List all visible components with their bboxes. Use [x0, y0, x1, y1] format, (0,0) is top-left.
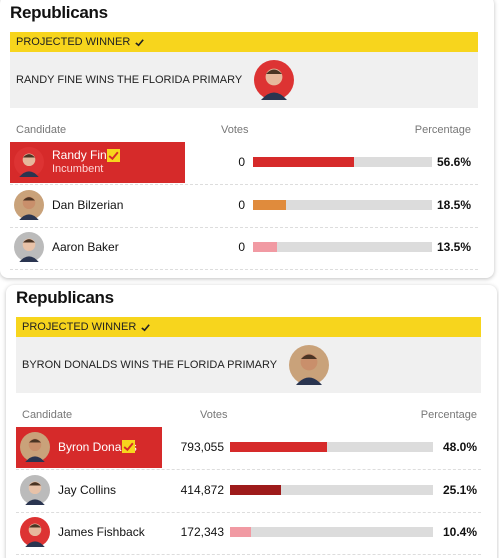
headline: BYRON DONALDS WINS THE FLORIDA PRIMARY [22, 359, 278, 371]
card-title: Republicans [10, 3, 108, 22]
percentage-label: 13.5% [436, 240, 471, 254]
headline-box: RANDY FINE WINS THE FLORIDA PRIMARY [10, 52, 478, 108]
votes: 0 [238, 240, 245, 254]
votes: 0 [238, 197, 245, 212]
bar-track [253, 242, 432, 252]
row-separator [16, 469, 481, 470]
votes: 0 [238, 155, 245, 169]
candidate-name: James Fishback [58, 525, 145, 539]
column-header: Candidate [22, 409, 73, 421]
avatar [20, 474, 50, 505]
result-card: Republicans PROJECTED WINNER RANDY FINE WI… [0, 0, 494, 278]
avatar [14, 189, 44, 220]
bar-track [253, 199, 432, 210]
candidate-name: Byron Donalds [58, 440, 137, 454]
row-separator [10, 184, 478, 185]
percentage-bar [253, 157, 355, 167]
column-header: Candidate [16, 124, 67, 136]
percentage-label: 10.4% [442, 525, 477, 539]
result-card: Republicans PROJECTED WINNER BYRON DONALDS… [6, 285, 497, 558]
check-icon [141, 323, 151, 331]
avatar [289, 345, 330, 385]
winner-check [122, 440, 135, 453]
percentage-bar [253, 242, 278, 252]
votes: 172,343 [180, 525, 224, 539]
bar-track [253, 157, 432, 167]
winner-label: PROJECTED WINNER [22, 321, 137, 333]
winner-banner: PROJECTED WINNER [16, 317, 481, 337]
percentage-bar [230, 442, 328, 452]
headline-avatar-wrap [254, 60, 295, 100]
card-title: Republicans [16, 288, 114, 307]
column-header: Votes [221, 124, 249, 136]
percentage-label: 25.1% [442, 482, 477, 497]
avatar [14, 232, 44, 262]
column-header: Votes [200, 409, 228, 421]
row-separator [16, 511, 481, 513]
column-header: Percentage [414, 124, 471, 136]
bar-track [230, 442, 433, 452]
avatar [14, 147, 44, 177]
candidate-name: Randy Fine [52, 148, 114, 162]
headline: RANDY FINE WINS THE FLORIDA PRIMARY [16, 74, 243, 86]
candidate-name: Aaron Baker [52, 240, 119, 254]
row-separator [10, 269, 478, 270]
percentage-bar [230, 527, 252, 537]
headline-avatar-wrap [289, 345, 330, 385]
percentage-label: 18.5% [436, 197, 471, 212]
row-separator [16, 554, 481, 555]
check-icon [123, 442, 134, 452]
percentage-label: 56.6% [436, 155, 471, 169]
avatar [20, 432, 50, 462]
bar-track [230, 527, 433, 537]
avatar [20, 517, 50, 547]
percentage-label: 48.0% [442, 440, 477, 454]
bar-track [230, 484, 433, 495]
avatar [254, 60, 295, 100]
winner-label: PROJECTED WINNER [16, 36, 131, 48]
check-icon [135, 38, 145, 46]
votes: 793,055 [180, 440, 224, 454]
candidate-note: Incumbent [52, 163, 104, 175]
column-header: Percentage [420, 409, 477, 421]
winner-check [107, 149, 120, 162]
winner-banner: PROJECTED WINNER [10, 32, 478, 52]
votes: 414,872 [180, 482, 224, 497]
percentage-bar [253, 199, 287, 210]
candidate-name: Dan Bilzerian [52, 197, 124, 212]
percentage-bar [230, 484, 281, 495]
candidate-name: Jay Collins [58, 482, 117, 497]
headline-box: BYRON DONALDS WINS THE FLORIDA PRIMARY [16, 337, 481, 393]
check-icon [108, 151, 119, 161]
row-separator [10, 226, 478, 228]
